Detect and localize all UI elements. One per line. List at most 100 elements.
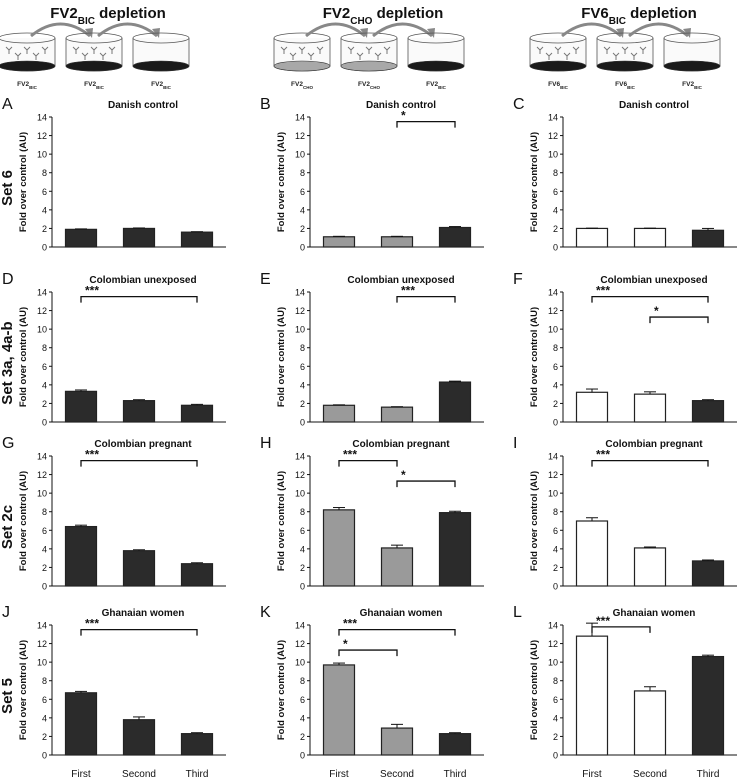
y-tick-label: 2 [300,732,305,742]
y-tick-label: 4 [553,380,558,390]
y-tick-label: 10 [37,658,47,668]
antibody-icon [347,46,355,54]
transfer-arrow [97,22,158,38]
y-tick-label: 14 [548,288,558,298]
schematic-1: FV2BIC depletion FV2BIC FV2BIC FV2BIC [0,5,190,90]
antibody-icon [99,52,107,60]
y-tick-label: 6 [300,526,305,536]
y-tick-label: 2 [553,563,558,573]
y-tick-label: 0 [553,582,558,592]
antibody-icon [356,52,364,60]
bar [575,635,609,756]
y-tick-label: 4 [553,205,558,215]
bar [438,381,472,423]
bar [691,400,725,423]
panel-D: D Colombian unexposed Fold over control (A… [2,271,226,428]
y-tick-label: 0 [553,418,558,428]
y-tick-label: 0 [553,243,558,253]
significance-bracket [591,459,709,467]
panel-I: I Colombian pregnant Fold over control (AU… [513,435,737,592]
y-tick-label: 0 [553,751,558,761]
well-label: FV2BIC [426,81,446,90]
y-axis-label: Fold over control (AU) [276,132,287,232]
panel-letter: F [513,271,523,288]
y-axis-label: Fold over control (AU) [18,640,29,740]
well: FV2BIC [407,32,465,90]
panel-letter: I [513,435,517,452]
y-tick-label: 14 [295,288,305,298]
y-axis-label: Fold over control (AU) [529,307,540,407]
panel-B: B Danish control Fold over control (AU) 0 2 4… [260,96,484,253]
antibody-icon [81,52,89,60]
panel-title: Ghanaian women [102,608,185,619]
significance-bracket [396,120,456,128]
y-tick-label: 14 [295,113,305,123]
panel-K: K Ghanaian women Fold over control (AU) 0 2 4… [260,604,484,778]
well-surface [273,60,331,72]
well-label: FV6BIC [615,81,635,90]
bar [122,400,156,423]
well-label: FV2BIC [17,81,37,90]
bar [633,690,667,756]
y-tick-label: 12 [37,131,47,141]
y-tick-label: 12 [37,639,47,649]
bar [64,525,98,587]
panel-C: C Danish control Fold over control (AU) 0 2 4… [513,96,737,253]
y-tick-label: 14 [548,113,558,123]
x-tick-label: Second [122,769,156,778]
well-surface [65,60,123,72]
significance-label: * [343,637,348,651]
transfer-arrow [30,22,91,38]
y-axis-label: Fold over control (AU) [529,132,540,232]
significance-bracket [338,649,398,657]
well: FV2BIC [663,32,721,90]
y-tick-label: 2 [42,224,47,234]
antibody-icon [374,52,382,60]
y-tick-label: 10 [548,325,558,335]
row-label: Set 3a, 4a-b [0,321,16,404]
x-tick-label: First [329,769,349,778]
y-tick-label: 4 [300,713,305,723]
panel-title: Ghanaian women [360,608,443,619]
y-axis-label: Fold over control (AU) [276,307,287,407]
y-tick-label: 14 [295,452,305,462]
y-tick-label: 8 [553,343,558,353]
y-tick-label: 8 [42,343,47,353]
panel-title: Danish control [619,100,689,111]
bar [380,236,414,248]
panel-title: Colombian pregnant [94,439,192,450]
antibody-icon [563,52,571,60]
bar [122,227,156,248]
y-tick-label: 6 [553,695,558,705]
row-label: Set 5 [0,678,16,714]
y-tick-label: 8 [42,676,47,686]
bar [180,404,214,423]
well-label: FV2BIC [151,81,171,90]
bar [633,227,667,248]
antibody-icon [14,52,22,60]
antibody-icon [545,52,553,60]
row-label: Set 2c [0,505,16,549]
y-tick-label: 14 [37,288,47,298]
significance-bracket [591,295,709,303]
y-tick-label: 12 [295,306,305,316]
y-tick-label: 8 [300,676,305,686]
y-tick-label: 0 [300,243,305,253]
y-tick-label: 0 [300,582,305,592]
panel-title: Ghanaian women [613,608,696,619]
y-tick-label: 12 [548,131,558,141]
transfer-arrow [372,22,433,38]
x-tick-label: First [582,769,602,778]
bar [380,547,414,587]
well-surface [340,60,398,72]
well-label: FV6BIC [548,81,568,90]
bar [438,733,472,756]
y-tick-label: 0 [300,751,305,761]
panel-letter: B [260,96,271,113]
panel-title: Danish control [108,100,178,111]
y-tick-label: 12 [295,639,305,649]
y-tick-label: 12 [548,306,558,316]
panel-J: J Ghanaian women Fold over control (AU) 0 2 4… [2,604,226,778]
significance-bracket [591,626,651,633]
